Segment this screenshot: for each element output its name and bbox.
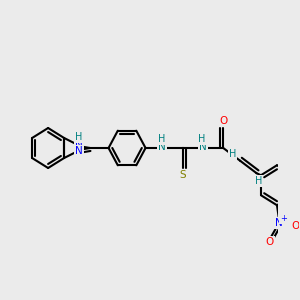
Text: H: H <box>158 134 165 144</box>
Text: N: N <box>158 142 166 152</box>
Text: N: N <box>75 146 83 155</box>
Text: N: N <box>75 140 83 151</box>
Text: N: N <box>275 218 283 228</box>
Text: H: H <box>255 176 262 186</box>
Text: H: H <box>229 148 236 159</box>
Text: S: S <box>179 170 186 180</box>
Text: H: H <box>75 133 83 142</box>
Text: O: O <box>266 237 274 247</box>
Text: H: H <box>198 134 206 144</box>
Text: O: O <box>291 221 300 231</box>
Text: +: + <box>280 214 287 223</box>
Text: O: O <box>219 116 227 126</box>
Text: N: N <box>199 142 207 152</box>
